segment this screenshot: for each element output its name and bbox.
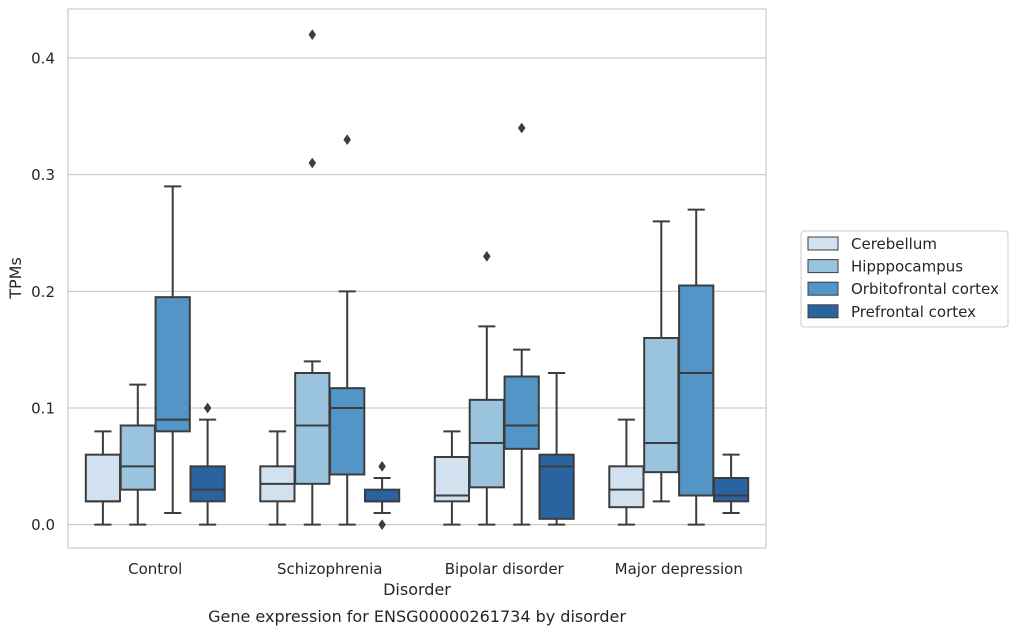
- legend-label: Prefrontal cortex: [851, 303, 976, 321]
- outlier-point: [517, 122, 526, 134]
- plot-frame: [67, 8, 767, 549]
- y-tick-label: 0.3: [31, 166, 55, 184]
- box-group: [294, 29, 331, 526]
- legend: Cerebellum Hipppocampus Orbitofrontal cort…: [800, 230, 1009, 328]
- box: [329, 387, 366, 476]
- box: [294, 372, 331, 485]
- box-group: [433, 430, 471, 526]
- legend-frame: [800, 230, 1009, 328]
- y-axis-label: TPMs: [6, 257, 25, 300]
- outlier-point: [378, 460, 386, 472]
- box: [84, 453, 122, 503]
- box: [538, 453, 575, 520]
- y-tick-label: 0.4: [31, 50, 55, 68]
- y-axis-ticks: 0.0 0.1 0.2 0.3 0.4: [31, 50, 55, 535]
- chart-caption: Gene expression for ENSG00000261734 by d…: [208, 607, 626, 626]
- box-group: [712, 453, 750, 514]
- y-tick-label: 0.0: [31, 516, 55, 534]
- x-tick-label: Major depression: [615, 560, 743, 578]
- legend-swatch: [807, 304, 839, 319]
- outlier-point: [308, 157, 317, 169]
- x-axis-label: Disorder: [383, 580, 451, 599]
- legend-swatch: [807, 236, 839, 251]
- legend-swatch: [807, 281, 839, 296]
- box-group: [468, 250, 505, 526]
- box: [189, 465, 226, 503]
- box: [712, 477, 750, 503]
- box: [119, 424, 156, 491]
- box-group: [608, 418, 645, 526]
- legend-label: Hipppocampus: [851, 258, 963, 276]
- outlier-point: [203, 402, 212, 414]
- box-group: [154, 185, 191, 514]
- x-tick-label: Bipolar disorder: [445, 560, 565, 578]
- y-tick-label: 0.2: [31, 283, 55, 301]
- legend-label: Orbitofrontal cortex: [851, 280, 999, 298]
- box-group: [363, 460, 401, 531]
- outlier-point: [308, 29, 317, 41]
- box-group: [84, 430, 122, 526]
- box: [363, 488, 401, 503]
- box: [154, 296, 191, 433]
- box-group: [643, 220, 680, 503]
- y-tick-label: 0.1: [31, 400, 55, 418]
- outlier-point: [482, 250, 491, 262]
- outlier-point: [378, 519, 386, 531]
- box-group: [329, 134, 366, 526]
- box-group: [189, 402, 226, 526]
- box-group: [259, 430, 296, 526]
- x-tick-label: Schizophrenia: [277, 560, 382, 578]
- box: [608, 465, 645, 509]
- box-group: [503, 122, 540, 526]
- legend-swatch: [807, 259, 839, 274]
- box: [678, 284, 715, 497]
- box: [643, 337, 680, 474]
- box-group: [119, 383, 156, 526]
- box-layer: [84, 29, 750, 531]
- box: [503, 375, 540, 450]
- box-group: [538, 372, 575, 526]
- box: [433, 456, 471, 503]
- x-axis-ticks: Control Schizophrenia Bipolar disorder Majo…: [128, 560, 743, 578]
- legend-label: Cerebellum: [851, 235, 937, 253]
- box-group: [678, 208, 715, 526]
- x-tick-label: Control: [128, 560, 182, 578]
- outlier-point: [343, 134, 352, 146]
